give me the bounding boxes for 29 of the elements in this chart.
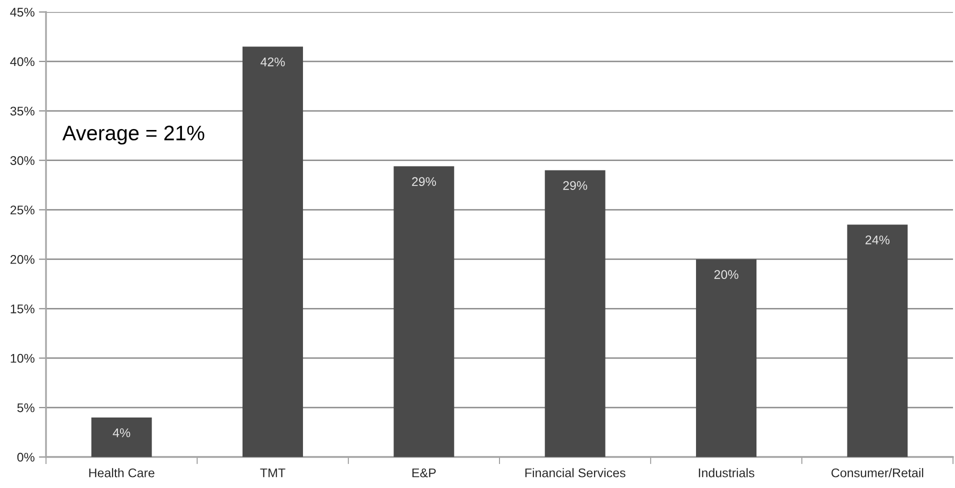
data-label: 4%: [112, 428, 130, 438]
x-tick-label: Financial Services: [525, 468, 626, 478]
y-tick-label: 30%: [10, 156, 34, 165]
data-label: 29%: [412, 177, 436, 186]
data-label: 42%: [260, 58, 285, 66]
x-tick-label: TMT: [260, 468, 286, 478]
x-tick-label: Health Care: [89, 468, 154, 478]
y-tick-label: 45%: [10, 8, 34, 17]
x-tick-label: Consumer/Retail: [832, 468, 924, 478]
bar: [242, 46, 303, 457]
bar: [696, 259, 756, 457]
y-tick-label: 15%: [10, 304, 34, 314]
y-tick-label: 0%: [17, 452, 34, 462]
annotation: Average = 21%: [62, 126, 204, 145]
bar: [544, 170, 606, 457]
x-tick-label: Industrials: [698, 468, 754, 478]
bar: [91, 417, 152, 457]
x-tick-label: E&P: [412, 468, 436, 478]
y-tick-label: 35%: [10, 106, 34, 116]
y-tick-label: 25%: [10, 206, 34, 214]
y-tick-label: 5%: [17, 403, 34, 412]
y-tick-label: 20%: [10, 255, 34, 264]
data-label: 24%: [866, 236, 890, 244]
data-label: 29%: [563, 181, 588, 190]
bar: [847, 224, 908, 457]
bar: [394, 166, 454, 457]
data-label: 20%: [714, 270, 738, 279]
y-tick-label: 40%: [10, 57, 34, 66]
y-tick-label: 10%: [10, 354, 34, 363]
